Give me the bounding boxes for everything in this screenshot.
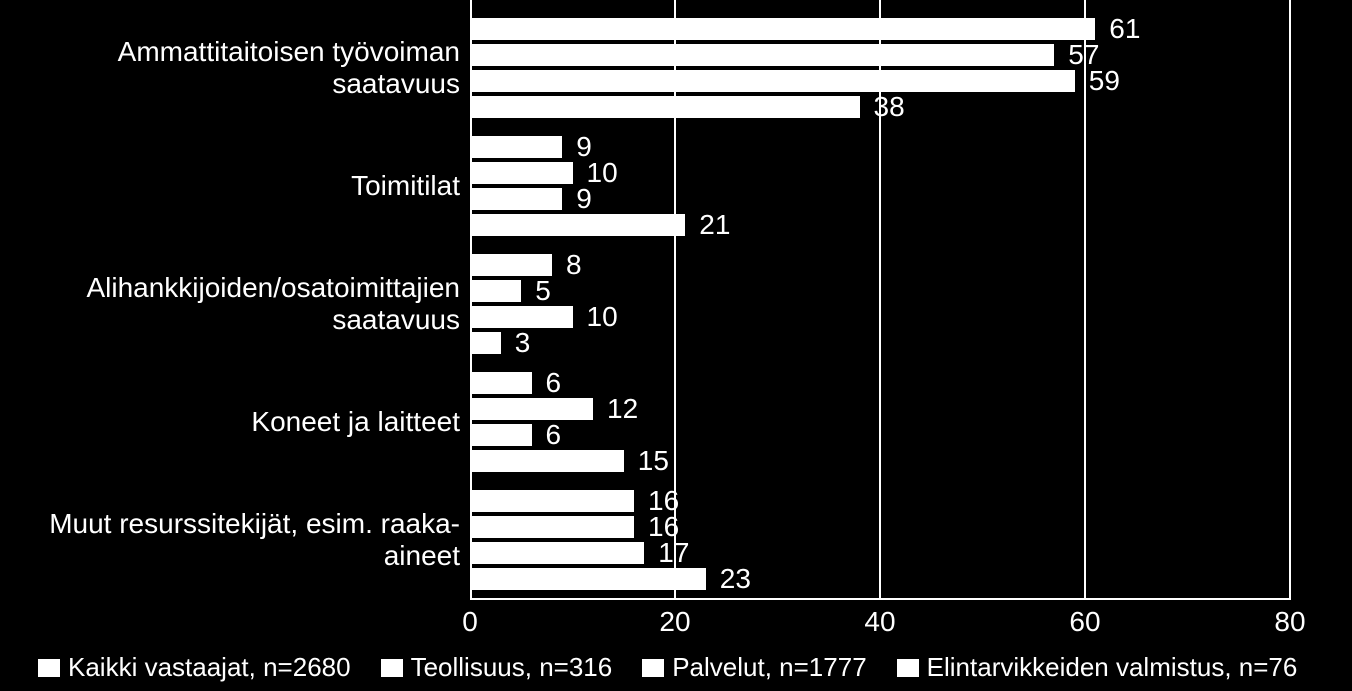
category-label: Alihankkijoiden/osatoimittajien saatavuu… — [10, 272, 460, 336]
legend: Kaikki vastaajat, n=2680 Teollisuus, n=31… — [38, 652, 1328, 683]
bar-value-label: 15 — [638, 445, 669, 477]
bar — [470, 490, 634, 512]
bar-value-label: 38 — [874, 91, 905, 123]
bar — [470, 214, 685, 236]
bar — [470, 44, 1054, 66]
bar — [470, 162, 573, 184]
bar — [470, 136, 562, 158]
bar-value-label: 61 — [1109, 13, 1140, 45]
bar-value-label: 9 — [576, 183, 592, 215]
bar — [470, 332, 501, 354]
bar-value-label: 23 — [720, 563, 751, 595]
category-label: Muut resurssitekijät, esim. raaka-aineet — [10, 508, 460, 572]
x-tick-label: 20 — [659, 606, 690, 638]
legend-item: Kaikki vastaajat, n=2680 — [38, 652, 351, 683]
gridline — [1289, 0, 1291, 600]
legend-swatch — [642, 659, 664, 677]
legend-swatch — [897, 659, 919, 677]
category-label: Koneet ja laitteet — [10, 406, 460, 438]
bar-value-label: 3 — [515, 327, 531, 359]
x-tick-label: 60 — [1069, 606, 1100, 638]
legend-label: Elintarvikkeiden valmistus, n=76 — [927, 652, 1298, 683]
legend-label: Palvelut, n=1777 — [672, 652, 866, 683]
legend-item: Teollisuus, n=316 — [381, 652, 613, 683]
bar-value-label: 17 — [658, 537, 689, 569]
bar-value-label: 6 — [546, 419, 562, 451]
bar — [470, 188, 562, 210]
bar — [470, 306, 573, 328]
bar — [470, 424, 532, 446]
legend-item: Palvelut, n=1777 — [642, 652, 866, 683]
x-tick-label: 0 — [462, 606, 478, 638]
x-tick-label: 40 — [864, 606, 895, 638]
bar-value-label: 5 — [535, 275, 551, 307]
bar-value-label: 6 — [546, 367, 562, 399]
bar — [470, 254, 552, 276]
legend-swatch — [381, 659, 403, 677]
bar — [470, 542, 644, 564]
bar-value-label: 8 — [566, 249, 582, 281]
bar — [470, 372, 532, 394]
legend-item: Elintarvikkeiden valmistus, n=76 — [897, 652, 1298, 683]
bar-value-label: 21 — [699, 209, 730, 241]
legend-swatch — [38, 659, 60, 677]
bar — [470, 96, 860, 118]
legend-label: Teollisuus, n=316 — [411, 652, 613, 683]
bar — [470, 398, 593, 420]
category-label: Ammattitaitoisen työvoiman saatavuus — [10, 36, 460, 100]
bar-value-label: 10 — [587, 301, 618, 333]
legend-label: Kaikki vastaajat, n=2680 — [68, 652, 351, 683]
bar — [470, 568, 706, 590]
bar-value-label: 59 — [1089, 65, 1120, 97]
category-label: Toimitilat — [10, 170, 460, 202]
bar — [470, 516, 634, 538]
gridline — [1084, 0, 1086, 600]
bar — [470, 280, 521, 302]
chart-container: Kaikki vastaajat, n=2680 Teollisuus, n=31… — [0, 0, 1352, 691]
bar — [470, 450, 624, 472]
bar — [470, 18, 1095, 40]
bar-value-label: 12 — [607, 393, 638, 425]
x-tick-label: 80 — [1274, 606, 1305, 638]
bar — [470, 70, 1075, 92]
